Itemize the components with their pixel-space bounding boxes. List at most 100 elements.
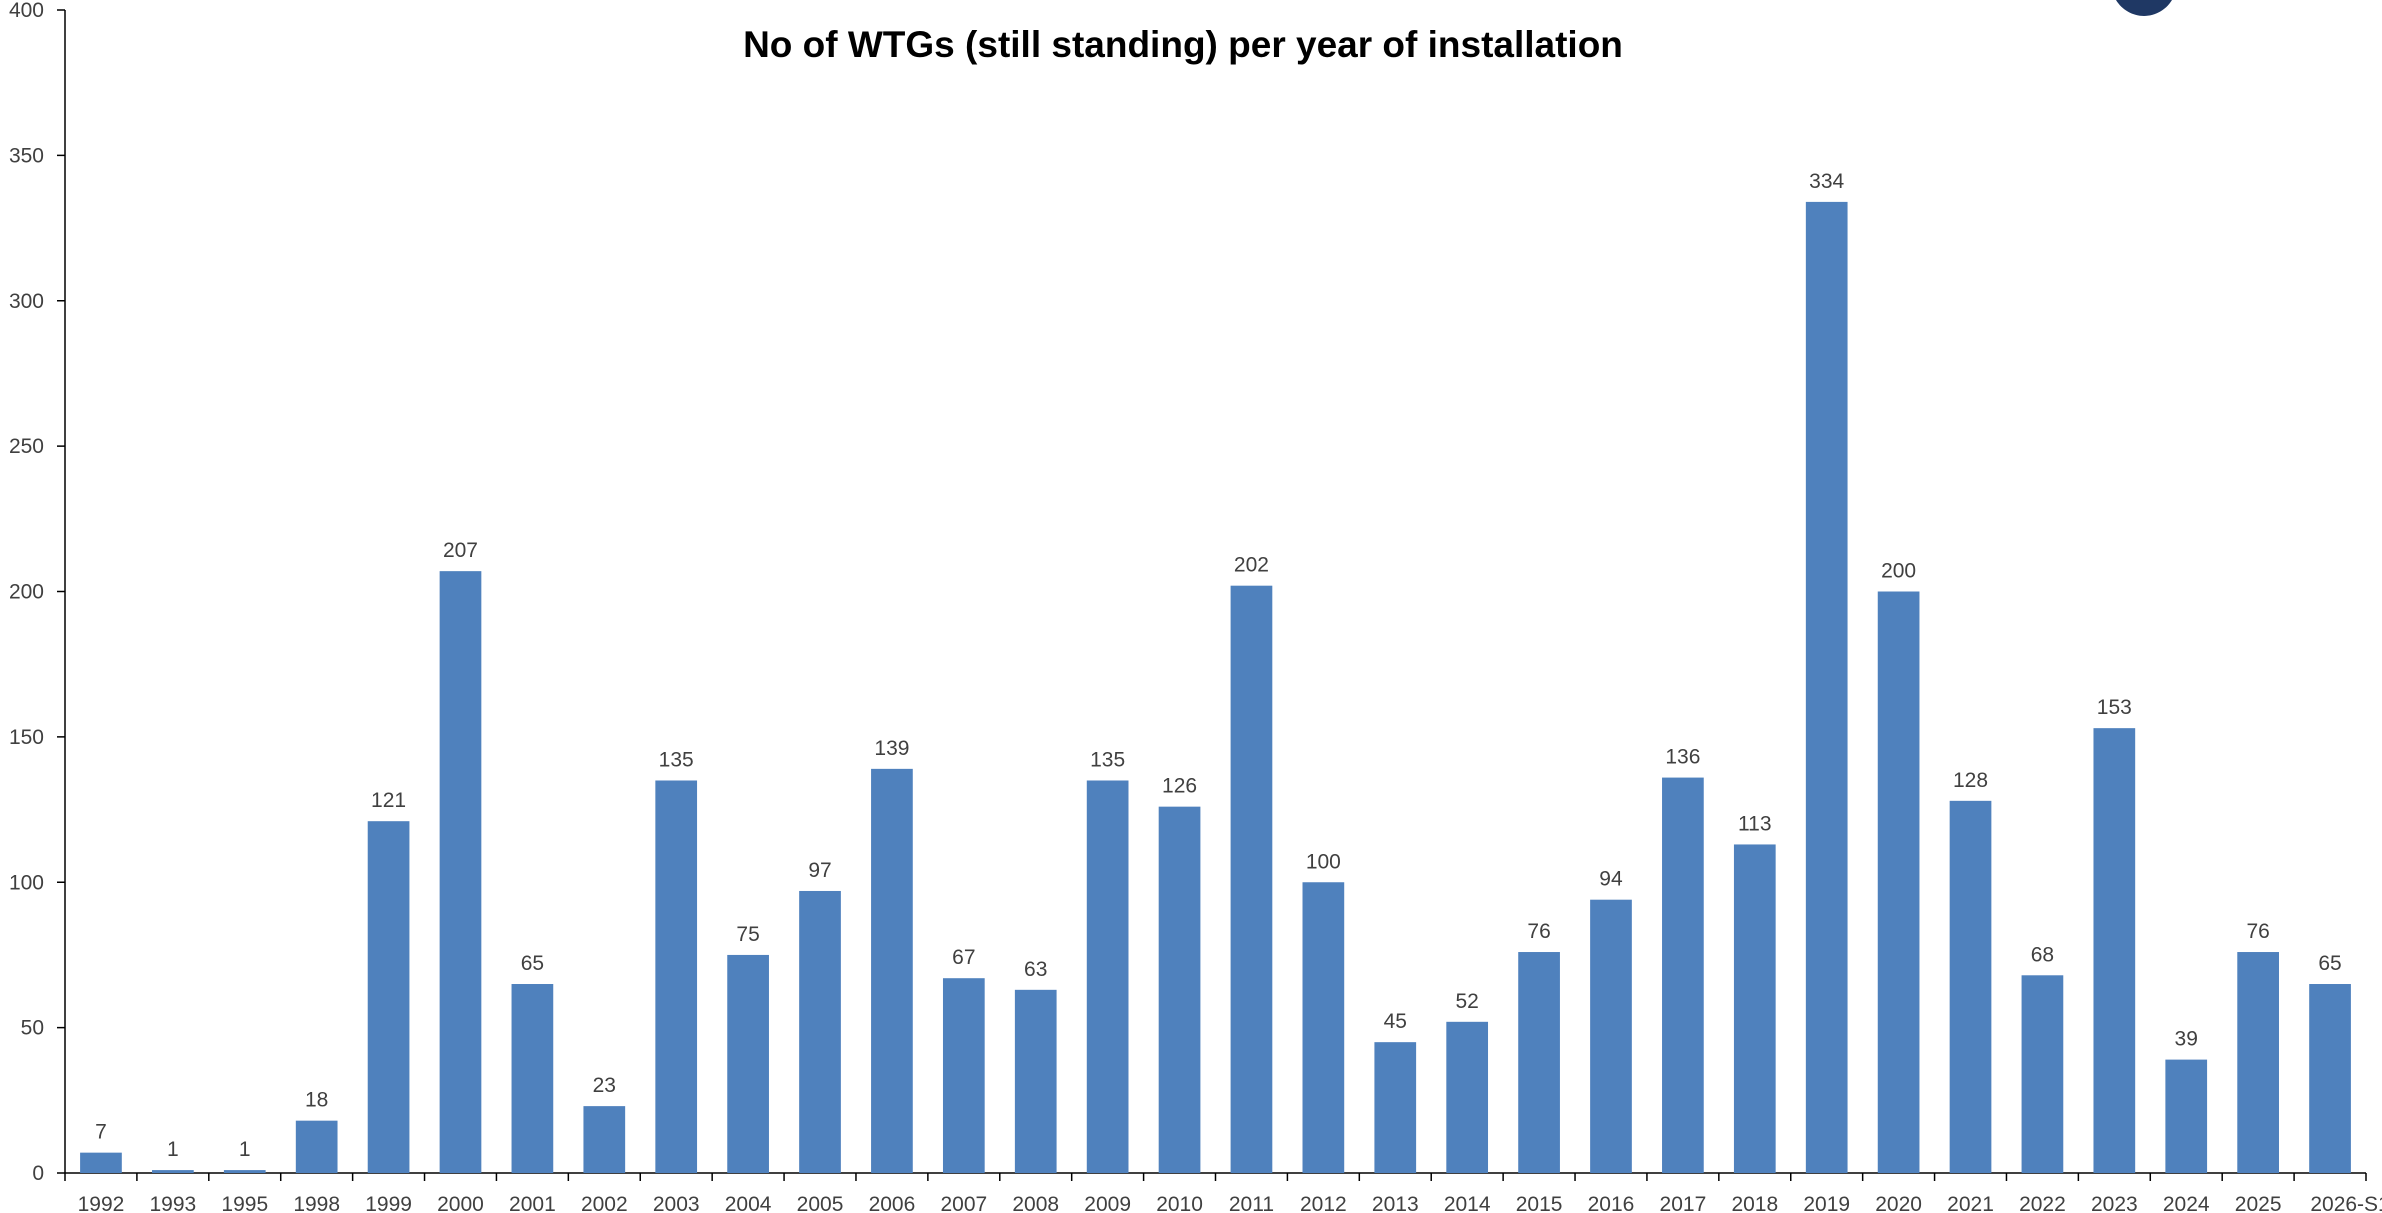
x-tick-label: 2011 (1229, 1193, 1274, 1213)
x-tick-label: 2010 (1156, 1193, 1203, 1213)
bar-2000 (439, 571, 482, 1173)
y-tick-label: 300 (9, 290, 44, 313)
logo-shape (2116, 0, 2172, 16)
x-tick-label: 2008 (1012, 1193, 1059, 1213)
x-tick-label: 2014 (1444, 1193, 1491, 1213)
data-label-2014: 52 (1455, 990, 1478, 1013)
bar-2001 (511, 984, 554, 1173)
data-label-1993: 1 (167, 1138, 179, 1161)
data-label-2021: 128 (1953, 769, 1988, 792)
x-tick-label: 2000 (437, 1193, 484, 1213)
x-tick-label: 2013 (1372, 1193, 1419, 1213)
data-label-2026-S1: 65 (2318, 952, 2341, 975)
data-label-2015: 76 (1527, 920, 1550, 943)
bar-2013 (1374, 1042, 1417, 1173)
x-tick-label: 2003 (653, 1193, 700, 1213)
data-label-1998: 18 (305, 1089, 328, 1112)
bar-2016 (1590, 899, 1632, 1173)
bar-2012 (1302, 882, 1345, 1173)
x-tick-label: 2012 (1300, 1193, 1347, 1213)
data-label-2007: 67 (952, 946, 975, 969)
bar-2004 (727, 954, 769, 1173)
x-tick-label: 1999 (365, 1193, 412, 1213)
y-tick-label: 0 (32, 1162, 44, 1185)
x-tick-label: 1995 (221, 1193, 268, 1213)
data-label-2016: 94 (1599, 868, 1623, 891)
y-tick-label: 100 (9, 871, 44, 894)
x-tick-label: 2018 (1731, 1193, 1778, 1213)
x-tick-label: 2009 (1084, 1193, 1131, 1213)
y-tick-label: 400 (9, 0, 44, 22)
data-label-2000: 207 (443, 539, 478, 562)
x-tick-label: 2002 (581, 1193, 628, 1213)
data-label-2025: 76 (2246, 920, 2269, 943)
bar-2003 (655, 780, 698, 1173)
x-tick-label: 2001 (509, 1193, 556, 1213)
bar-2002 (583, 1106, 626, 1173)
bar-1995 (223, 1170, 266, 1173)
x-tick-label: 2006 (869, 1193, 916, 1213)
bar-2021 (1949, 800, 1992, 1173)
data-label-2011: 202 (1234, 554, 1269, 577)
bar-2017 (1662, 777, 1704, 1173)
bar-2009 (1086, 780, 1129, 1173)
data-label-2023: 153 (2097, 696, 2132, 719)
x-tick-label: 2023 (2091, 1193, 2138, 1213)
x-tick-label: 2026-S1 (2310, 1193, 2382, 1213)
bar-1993 (152, 1170, 194, 1173)
x-tick-label: 2022 (2019, 1193, 2066, 1213)
y-tick-label: 250 (9, 435, 44, 458)
data-label-2019: 334 (1809, 170, 1844, 193)
data-label-2018: 113 (1738, 812, 1771, 835)
bar-1998 (295, 1120, 338, 1173)
y-tick-label: 200 (9, 581, 44, 604)
x-tick-label: 1992 (78, 1193, 125, 1213)
data-label-2022: 68 (2031, 943, 2054, 966)
y-axis: 0 50 100 150 200 250 300 350 400 (9, 0, 66, 1185)
bar-2011 (1230, 585, 1273, 1173)
x-tick-label: 2024 (2163, 1193, 2210, 1213)
data-label-1992: 7 (95, 1121, 107, 1144)
data-label-1995: 1 (239, 1138, 251, 1161)
bar-2019 (1805, 201, 1848, 1173)
bar-2020 (1877, 591, 1920, 1173)
bar-2005 (799, 890, 841, 1173)
x-tick-label: 2019 (1803, 1193, 1850, 1213)
x-axis: 1992 1993 1995 1998 1999 2000 2001 2002 2003 2004… (64, 1172, 2382, 1213)
data-labels: 7 1 1 18 121 207 65 23 135 75 97 139 67 63 135 126 202 10… (95, 170, 2342, 1161)
data-label-2010: 126 (1162, 775, 1197, 798)
bar-2006 (871, 768, 913, 1173)
bar-2026-S1 (2309, 984, 2351, 1173)
data-label-2002: 23 (593, 1074, 616, 1097)
data-label-2024: 39 (2175, 1028, 2198, 1051)
x-tick-label: 2005 (797, 1193, 844, 1213)
x-tick-label: 1993 (150, 1193, 197, 1213)
bar-2024 (2165, 1059, 2208, 1173)
data-label-2009: 135 (1090, 748, 1125, 771)
y-tick-label: 50 (21, 1017, 44, 1040)
x-tick-label: 2025 (2235, 1193, 2282, 1213)
x-tick-label: 2017 (1660, 1193, 1707, 1213)
data-label-2020: 200 (1881, 560, 1916, 583)
x-tick-label: 2007 (940, 1193, 987, 1213)
data-label-2003: 135 (659, 748, 694, 771)
data-label-2012: 100 (1306, 850, 1341, 873)
bar-1992 (80, 1152, 122, 1173)
y-tick-label: 350 (9, 144, 44, 167)
x-tick-label: 2021 (1947, 1193, 1994, 1213)
data-label-2005: 97 (808, 859, 831, 882)
bar-series (80, 201, 2351, 1173)
bar-2008 (1014, 989, 1057, 1173)
y-tick-label: 150 (9, 726, 44, 749)
x-tick-label: 2020 (1875, 1193, 1922, 1213)
data-label-2017: 136 (1665, 746, 1700, 769)
data-label-2004: 75 (736, 923, 759, 946)
x-tick-label: 1998 (293, 1193, 340, 1213)
data-label-2001: 65 (521, 952, 544, 975)
bar-2014 (1446, 1021, 1489, 1173)
bar-2022 (2021, 975, 2064, 1173)
bar-2023 (2093, 728, 2136, 1173)
bar-2015 (1518, 952, 1560, 1173)
bar-2025 (2237, 952, 2279, 1173)
